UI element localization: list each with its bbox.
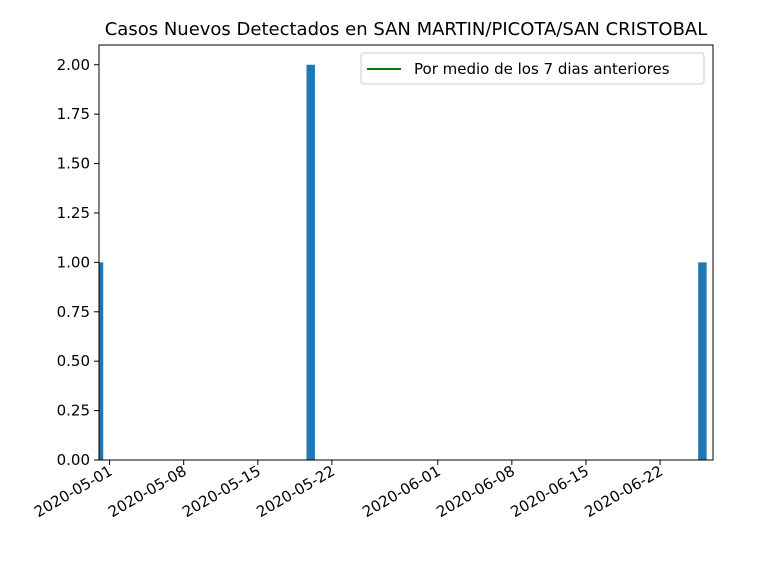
x-tick-label-0: 2020-05-01 xyxy=(31,462,116,521)
chart-title: Casos Nuevos Detectados en SAN MARTIN/PI… xyxy=(105,19,708,40)
legend: Por medio de los 7 dias anteriores xyxy=(360,52,705,85)
y-tick-label-3: 0.75 xyxy=(57,303,90,321)
y-tick-label-5: 1.25 xyxy=(57,204,90,222)
y-tick-label-6: 1.50 xyxy=(57,155,90,173)
y-tick-label-7: 1.75 xyxy=(57,105,90,123)
x-tick-label-6: 2020-06-15 xyxy=(507,462,592,521)
plot-area: 0.00 0.25 0.50 0.75 1.00 1.25 1.50 1.75 2.00 2020… xyxy=(31,44,714,521)
legend-box xyxy=(360,52,705,85)
x-tick-label-4: 2020-06-01 xyxy=(359,462,444,521)
y-tick-label-8: 2.00 xyxy=(57,56,90,74)
axes-frame xyxy=(98,44,714,461)
x-tick-label-7: 2020-06-22 xyxy=(582,462,667,521)
y-tick-label-0: 0.00 xyxy=(57,451,90,469)
y-tick-label-2: 0.50 xyxy=(57,352,90,370)
x-tick-label-5: 2020-06-08 xyxy=(433,462,518,521)
x-tick-label-2: 2020-05-15 xyxy=(179,462,264,521)
bar-0 xyxy=(99,262,104,460)
y-tick-label-4: 1.00 xyxy=(57,253,90,271)
y-tick-label-1: 0.25 xyxy=(57,402,90,420)
legend-entry-label: Por medio de los 7 dias anteriores xyxy=(414,60,670,78)
bar-1 xyxy=(306,64,315,460)
x-tick-label-3: 2020-05-22 xyxy=(253,462,338,521)
x-tick-label-1: 2020-05-08 xyxy=(105,462,190,521)
bar-2 xyxy=(698,262,707,460)
